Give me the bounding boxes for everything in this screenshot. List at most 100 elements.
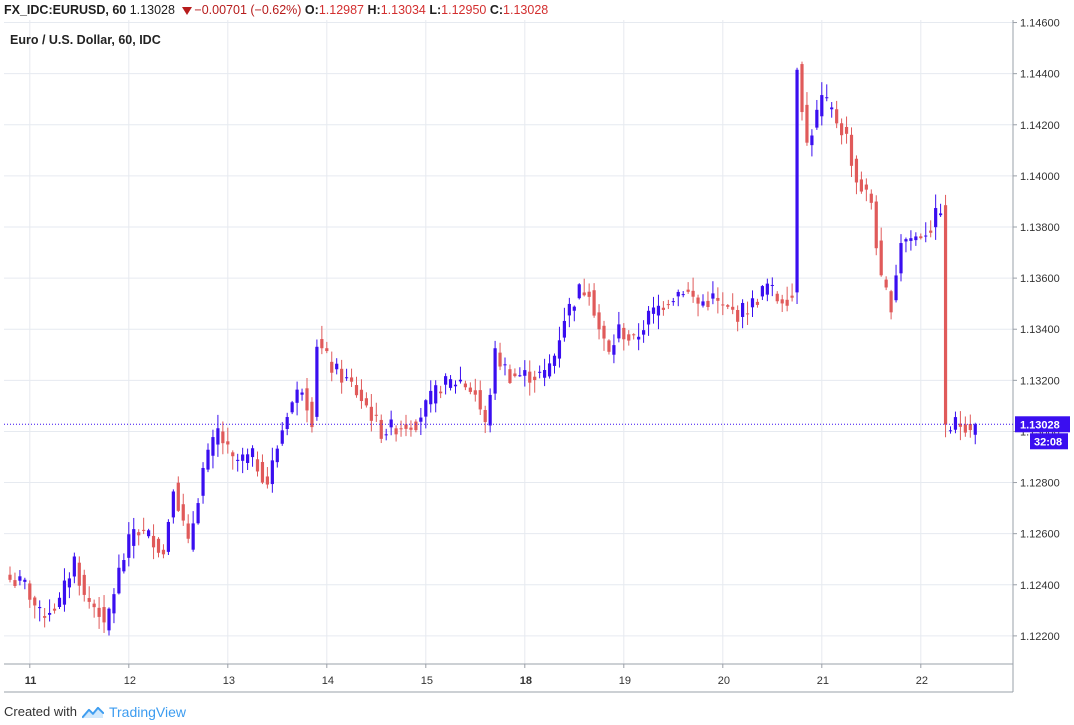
candle-body[interactable] <box>147 530 151 537</box>
candle-body[interactable] <box>231 452 235 457</box>
candle-body[interactable] <box>429 390 433 405</box>
candle-body[interactable] <box>67 578 71 588</box>
candle-body[interactable] <box>166 521 170 552</box>
candle-body[interactable] <box>646 310 651 325</box>
candle-body[interactable] <box>755 301 760 305</box>
candle-body[interactable] <box>696 297 700 304</box>
candle-body[interactable] <box>924 235 928 237</box>
candle-body[interactable] <box>335 363 339 370</box>
candle-body[interactable] <box>681 294 685 296</box>
candle-body[interactable] <box>948 430 953 432</box>
candle-body[interactable] <box>651 307 656 314</box>
candle-body[interactable] <box>255 459 260 472</box>
candle-body[interactable] <box>325 348 329 352</box>
candle-body[interactable] <box>216 428 220 445</box>
candle-body[interactable] <box>597 312 601 330</box>
candle-body[interactable] <box>434 385 438 404</box>
candle-body[interactable] <box>582 292 586 296</box>
candle-body[interactable] <box>92 603 96 608</box>
candle-body[interactable] <box>760 286 764 297</box>
candle-body[interactable] <box>354 385 359 396</box>
candle-body[interactable] <box>473 390 477 395</box>
candle-body[interactable] <box>453 384 458 387</box>
candle-body[interactable] <box>552 355 557 366</box>
candle-body[interactable] <box>711 293 715 299</box>
candle-body[interactable] <box>414 421 418 431</box>
candle-body[interactable] <box>503 364 507 366</box>
candle-body[interactable] <box>889 291 893 313</box>
candle-body[interactable] <box>523 370 527 376</box>
candle-body[interactable] <box>48 612 52 615</box>
candle-body[interactable] <box>607 340 611 352</box>
candle-body[interactable] <box>874 201 878 249</box>
candle-body[interactable] <box>394 428 398 435</box>
candle-body[interactable] <box>236 459 240 461</box>
candle-body[interactable] <box>958 423 962 427</box>
candle-body[interactable] <box>736 309 740 322</box>
candle-body[interactable] <box>627 334 631 341</box>
candle-body[interactable] <box>750 298 755 308</box>
candle-body[interactable] <box>899 243 903 274</box>
candle-body[interactable] <box>741 302 745 317</box>
candle-body[interactable] <box>765 283 769 295</box>
candle-body[interactable] <box>691 290 695 297</box>
candle-body[interactable] <box>528 371 532 383</box>
candle-body[interactable] <box>577 284 581 299</box>
candle-body[interactable] <box>854 158 859 183</box>
candle-body[interactable] <box>424 400 428 417</box>
candle-body[interactable] <box>305 388 309 411</box>
candle-body[interactable] <box>72 556 76 577</box>
candle-body[interactable] <box>369 406 373 421</box>
candle-body[interactable] <box>820 95 824 117</box>
candle-body[interactable] <box>953 417 958 430</box>
candle-body[interactable] <box>934 208 938 228</box>
candle-body[interactable] <box>82 574 86 595</box>
candle-body[interactable] <box>151 535 156 548</box>
candle-body[interactable] <box>706 300 710 307</box>
candle-body[interactable] <box>968 423 972 431</box>
candle-body[interactable] <box>310 401 314 428</box>
candle-body[interactable] <box>330 361 334 373</box>
candle-body[interactable] <box>686 289 690 292</box>
candle-body[interactable] <box>221 431 225 444</box>
candle-body[interactable] <box>572 306 576 311</box>
candle-body[interactable] <box>795 69 799 293</box>
candle-body[interactable] <box>448 379 453 388</box>
candle-body[interactable] <box>374 414 378 416</box>
candle-body[interactable] <box>295 389 299 403</box>
candle-body[interactable] <box>359 389 364 402</box>
candle-body[interactable] <box>315 346 319 417</box>
candle-body[interactable] <box>914 236 918 241</box>
candle-body[interactable] <box>468 387 472 392</box>
candle-body[interactable] <box>280 430 284 444</box>
candle-body[interactable] <box>483 409 487 423</box>
candle-body[interactable] <box>320 339 324 349</box>
candle-body[interactable] <box>404 424 408 429</box>
candle-body[interactable] <box>340 368 344 383</box>
candle-body[interactable] <box>849 134 854 166</box>
candle-body[interactable] <box>250 448 255 458</box>
candle-body[interactable] <box>869 193 873 203</box>
candle-body[interactable] <box>612 345 616 355</box>
candle-body[interactable] <box>18 576 22 581</box>
candle-body[interactable] <box>127 534 131 558</box>
candle-body[interactable] <box>973 424 977 435</box>
candle-body[interactable] <box>701 301 705 306</box>
candle-body[interactable] <box>28 583 32 600</box>
candle-body[interactable] <box>508 369 512 383</box>
candle-body[interactable] <box>23 579 27 582</box>
candle-body[interactable] <box>939 213 943 216</box>
candle-body[interactable] <box>77 562 81 586</box>
candle-body[interactable] <box>894 275 898 301</box>
candle-body[interactable] <box>439 391 443 394</box>
candle-body[interactable] <box>632 334 636 336</box>
candle-body[interactable] <box>879 240 883 276</box>
candle-body[interactable] <box>265 476 269 485</box>
candle-body[interactable] <box>211 437 215 456</box>
candle-body[interactable] <box>137 532 141 536</box>
candle-body[interactable] <box>463 383 467 388</box>
candle-body[interactable] <box>844 126 849 134</box>
candle-body[interactable] <box>963 424 967 433</box>
candle-body[interactable] <box>745 313 750 315</box>
candle-body[interactable] <box>770 284 774 286</box>
